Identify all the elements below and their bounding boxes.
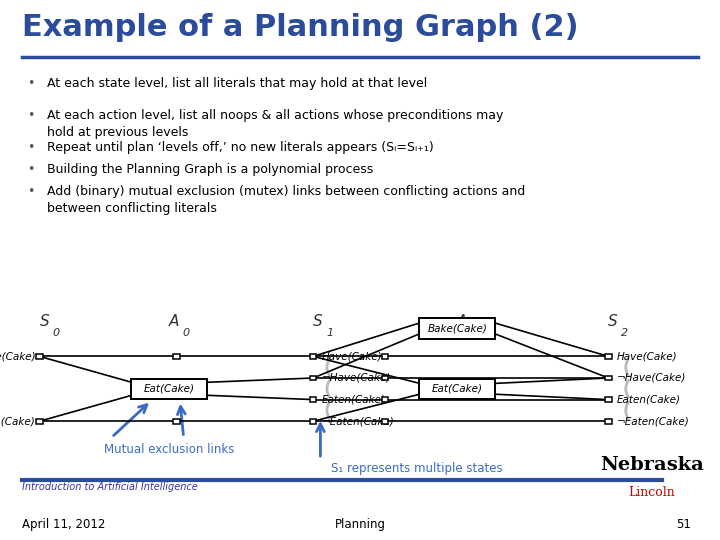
Bar bbox=[382, 397, 389, 402]
Text: •: • bbox=[27, 77, 35, 90]
Text: Eaten(Cake): Eaten(Cake) bbox=[617, 395, 681, 404]
FancyArrowPatch shape bbox=[626, 380, 629, 397]
Text: •: • bbox=[27, 109, 35, 122]
Text: ¬Have(Cake): ¬Have(Cake) bbox=[617, 373, 686, 383]
Text: April 11, 2012: April 11, 2012 bbox=[22, 518, 105, 531]
Text: Have(Cake): Have(Cake) bbox=[322, 352, 382, 361]
Bar bbox=[382, 419, 389, 423]
Text: ¬Eaten(Cake): ¬Eaten(Cake) bbox=[617, 416, 690, 426]
FancyArrowPatch shape bbox=[626, 402, 629, 419]
FancyArrowPatch shape bbox=[327, 380, 330, 397]
Text: S: S bbox=[313, 314, 323, 329]
Text: 1: 1 bbox=[326, 327, 333, 338]
Text: Lincoln: Lincoln bbox=[629, 486, 675, 499]
Text: Add (binary) mutual exclusion (mutex) links between conflicting actions and
betw: Add (binary) mutual exclusion (mutex) li… bbox=[47, 185, 525, 215]
Bar bbox=[310, 376, 317, 380]
Bar bbox=[419, 379, 495, 399]
Text: At each action level, list all noops & all actions whose preconditions may
hold : At each action level, list all noops & a… bbox=[47, 109, 503, 139]
Bar bbox=[605, 397, 612, 402]
Bar bbox=[132, 379, 207, 399]
Text: ¬Eaten(Cake): ¬Eaten(Cake) bbox=[322, 416, 395, 426]
Text: Example of a Planning Graph (2): Example of a Planning Graph (2) bbox=[22, 14, 578, 43]
Text: Repeat until plan ‘levels off,’ no new literals appears (Sᵢ=Sᵢ₊₁): Repeat until plan ‘levels off,’ no new l… bbox=[47, 141, 433, 154]
Bar bbox=[419, 318, 495, 339]
Text: A: A bbox=[169, 314, 179, 329]
Text: 0: 0 bbox=[182, 327, 189, 338]
Text: •: • bbox=[27, 141, 35, 154]
Text: 1: 1 bbox=[470, 327, 477, 338]
Text: S: S bbox=[40, 314, 49, 329]
Text: Planning: Planning bbox=[335, 518, 385, 531]
Text: Eat(Cake): Eat(Cake) bbox=[144, 384, 194, 394]
Text: S: S bbox=[608, 314, 618, 329]
Text: Nebraska: Nebraska bbox=[600, 456, 703, 474]
Text: Building the Planning Graph is a polynomial process: Building the Planning Graph is a polynom… bbox=[47, 163, 373, 176]
Bar bbox=[173, 354, 180, 359]
Text: ¬Have(Cake): ¬Have(Cake) bbox=[322, 373, 391, 383]
Text: •: • bbox=[27, 163, 35, 176]
Bar bbox=[310, 419, 317, 423]
Text: 0: 0 bbox=[53, 327, 60, 338]
Bar bbox=[605, 376, 612, 380]
Text: A: A bbox=[457, 314, 467, 329]
Bar bbox=[36, 419, 43, 423]
Text: 2: 2 bbox=[621, 327, 629, 338]
Text: Have(Cake): Have(Cake) bbox=[617, 352, 678, 361]
FancyArrowPatch shape bbox=[626, 359, 629, 376]
Text: S₁ represents multiple states: S₁ represents multiple states bbox=[331, 462, 503, 475]
Bar bbox=[310, 397, 317, 402]
Text: Bake(Cake): Bake(Cake) bbox=[427, 323, 487, 333]
Text: Eaten(Cake): Eaten(Cake) bbox=[322, 395, 386, 404]
Bar bbox=[173, 419, 180, 423]
Text: Eat(Cake): Eat(Cake) bbox=[432, 384, 482, 394]
Text: Mutual exclusion links: Mutual exclusion links bbox=[104, 443, 235, 456]
Text: At each state level, list all literals that may hold at that level: At each state level, list all literals t… bbox=[47, 77, 427, 90]
Bar bbox=[382, 354, 389, 359]
Text: 51: 51 bbox=[676, 518, 691, 531]
FancyArrowPatch shape bbox=[327, 402, 330, 419]
Text: Have(Cake): Have(Cake) bbox=[0, 352, 36, 361]
Text: •: • bbox=[27, 185, 35, 198]
Bar bbox=[605, 354, 612, 359]
FancyArrowPatch shape bbox=[327, 359, 330, 376]
Bar bbox=[605, 419, 612, 423]
Text: ¬Eaten(Cake): ¬Eaten(Cake) bbox=[0, 416, 36, 426]
Bar bbox=[310, 354, 317, 359]
Bar bbox=[36, 354, 43, 359]
Text: Introduction to Artificial Intelligence: Introduction to Artificial Intelligence bbox=[22, 482, 197, 492]
Bar bbox=[382, 376, 389, 380]
